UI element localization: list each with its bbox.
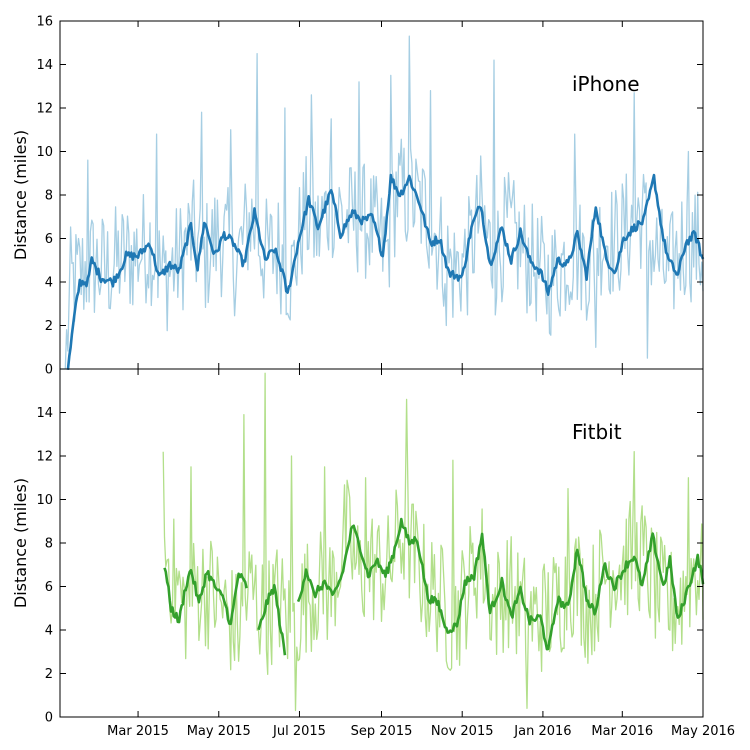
y-tick-label: 0: [45, 711, 53, 726]
y-tick-label: 12: [36, 450, 53, 465]
y-tick-label: 14: [36, 58, 53, 73]
y-tick-label: 6: [45, 232, 53, 247]
fitbit-y-axis-label: Distance (miles): [11, 478, 30, 608]
fitbit-panel: 0 2 4 6 8 10 12 14 Mar 2015 May 2015 Jul 2015 Sep 2…: [11, 368, 735, 739]
fitbit-series-group: [162, 372, 705, 712]
x-tick-label: Jul 2015: [272, 724, 326, 739]
fitbit-tick-group: 0 2 4 6 8 10 12 14 Mar 2015 May 2015 Jul 2015 Sep 2…: [36, 369, 735, 739]
iphone-tick-group: 0 2 4 6 8 10 12 14 16: [36, 15, 704, 378]
y-tick-label: 10: [36, 493, 53, 508]
y-tick-label: 4: [45, 624, 53, 639]
y-tick-label: 16: [36, 15, 53, 30]
x-tick-label: Jan 2016: [513, 724, 571, 739]
x-tick-label: Mar 2015: [107, 724, 169, 739]
y-tick-label: 14: [36, 406, 53, 421]
iphone-daily-line-0: [60, 35, 704, 370]
fitbit-daily-line-0: [162, 372, 704, 712]
y-tick-label: 6: [45, 580, 53, 595]
y-tick-label: 8: [45, 537, 53, 552]
x-tick-label: Mar 2016: [591, 724, 653, 739]
y-tick-label: 12: [36, 102, 53, 117]
iphone-smooth-line-1: [66, 173, 705, 371]
iphone-panel: 0 2 4 6 8 10 12 14 16 iPhone Distance (miles): [11, 15, 705, 378]
fitbit-smooth-line-1: [163, 567, 248, 626]
x-tick-label: May 2015: [187, 724, 251, 739]
y-tick-label: 4: [45, 276, 53, 291]
y-tick-label: 8: [45, 189, 53, 204]
x-tick-label: May 2016: [671, 724, 735, 739]
x-tick-label: Nov 2015: [431, 724, 494, 739]
iphone-series-group: [60, 35, 705, 371]
fitbit-panel-title: Fitbit: [572, 420, 622, 444]
iphone-panel-title: iPhone: [572, 72, 640, 96]
y-tick-label: 0: [45, 363, 53, 378]
iphone-y-axis-label: Distance (miles): [11, 130, 30, 260]
y-tick-label: 2: [45, 319, 53, 334]
fitbit-smooth-line-2: [257, 583, 287, 656]
x-tick-label: Sep 2015: [351, 724, 413, 739]
y-tick-label: 2: [45, 667, 53, 682]
y-tick-label: 10: [36, 145, 53, 160]
fitbit-smooth-line-3: [296, 517, 705, 651]
